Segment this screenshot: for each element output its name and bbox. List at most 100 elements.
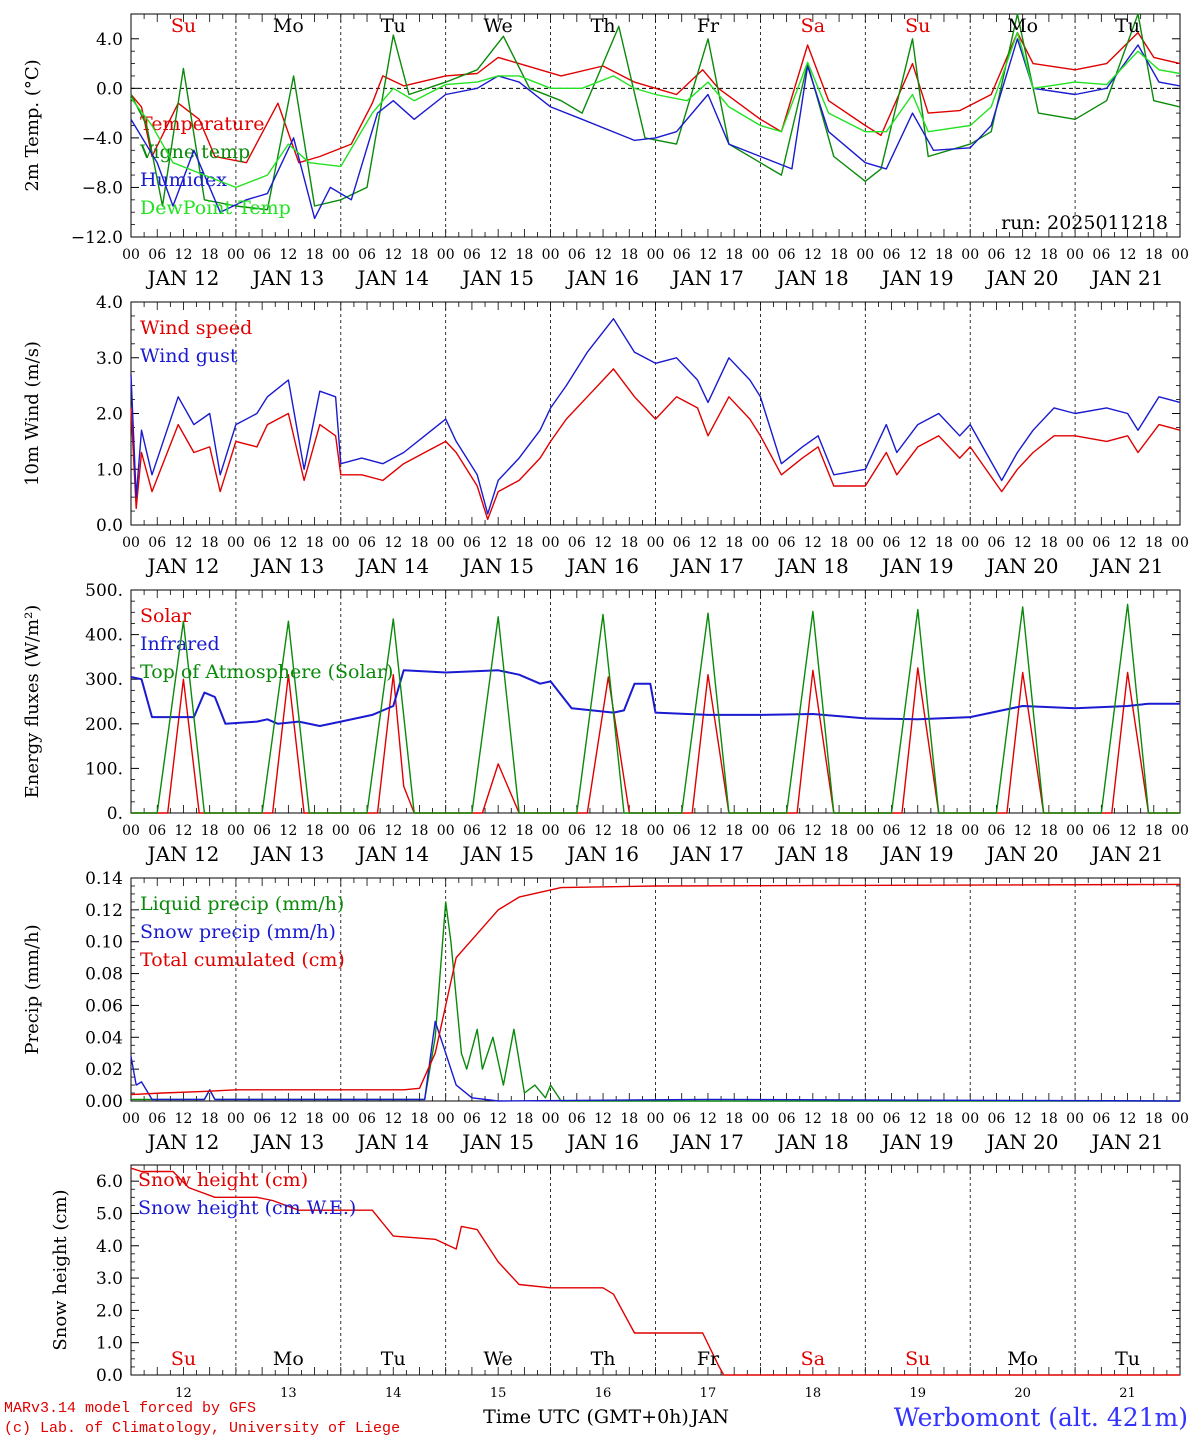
x-hour-label: 12: [489, 247, 507, 263]
x-day-label: JAN 17: [670, 266, 744, 290]
x-hour-label: 00: [542, 823, 560, 839]
x-day-label: JAN 13: [250, 842, 324, 866]
x-hour-label: 06: [148, 535, 166, 551]
series-line-dewpoint-temp: [130, 31, 1181, 189]
x-hour-label: 00: [542, 535, 560, 551]
x-day-label: JAN 12: [146, 1130, 220, 1154]
x-hour-label: 18: [935, 535, 953, 551]
x-hour-label: 12: [1119, 247, 1137, 263]
x-hour-label: 12: [384, 823, 402, 839]
x-hour-label: 18: [620, 247, 638, 263]
x-hour-label: 06: [673, 247, 691, 263]
weekday-label: Tu: [381, 15, 406, 37]
x-day-label: JAN 16: [565, 266, 639, 290]
x-hour-label: 00: [1171, 535, 1189, 551]
x-hour-label: 06: [568, 535, 586, 551]
x-hour-label: 18: [201, 1111, 219, 1127]
weekday-label: Tu: [1115, 15, 1140, 37]
x-hour-label: 00: [961, 1111, 979, 1127]
y-tick-label: 300.: [85, 670, 123, 690]
x-hour-label: 06: [673, 1111, 691, 1127]
y-tick-label: 5.0: [96, 1204, 123, 1224]
x-day-label: JAN 17: [670, 1130, 744, 1154]
x-hour-label: 00: [961, 247, 979, 263]
x-day-label: JAN 15: [460, 554, 534, 578]
series-line-wind-gust: [130, 318, 1181, 515]
x-hour-label: 06: [883, 535, 901, 551]
x-day-label: JAN 12: [146, 842, 220, 866]
x-hour-label: 00: [751, 535, 769, 551]
x-hour-label: 06: [253, 247, 271, 263]
x-hour-label: 06: [673, 535, 691, 551]
x-hour-label: 18: [306, 247, 324, 263]
x-hour-label: 06: [778, 247, 796, 263]
x-hour-label: 18: [1145, 247, 1163, 263]
x-hour-label: 12: [594, 1111, 612, 1127]
x-hour-label: 00: [1171, 247, 1189, 263]
x-hour-label: 00: [122, 535, 140, 551]
x-hour-label: 12: [804, 1111, 822, 1127]
x-hour-label: 18: [201, 823, 219, 839]
y-axis-label: 10m Wind (m/s): [22, 341, 43, 486]
x-hour-label: 06: [568, 823, 586, 839]
x-hour-label: 06: [358, 247, 376, 263]
x-hour-label: 00: [1066, 1111, 1084, 1127]
x-day-label: JAN 19: [880, 554, 954, 578]
legend-entry: Liquid precip (mm/h): [140, 893, 344, 915]
y-tick-label: 500.: [85, 581, 123, 601]
x-hour-label: 00: [542, 247, 560, 263]
legend-entry: Snow height (cm W.E.): [138, 1197, 356, 1219]
x-hour-label: 12: [489, 535, 507, 551]
x-hour-label: 18: [411, 1111, 429, 1127]
x-hour-label: 12: [909, 535, 927, 551]
weekday-label: We: [484, 15, 513, 37]
x-hour-label: 12: [804, 247, 822, 263]
x-hour-label: 00: [122, 1111, 140, 1127]
y-tick-label: 1.0: [96, 1334, 123, 1354]
y-tick-label: 4.0: [96, 293, 123, 313]
x-hour-label: 18: [306, 823, 324, 839]
x-day-label: JAN 15: [460, 842, 534, 866]
x-hour-label: 00: [227, 535, 245, 551]
x-hour-label: 06: [883, 1111, 901, 1127]
y-tick-label: 0.0: [96, 516, 123, 536]
x-hour-label: 00: [542, 1111, 560, 1127]
y-tick-label: 0.0: [96, 1366, 123, 1386]
x-hour-label: 18: [1040, 823, 1058, 839]
x-day-label: JAN 17: [670, 842, 744, 866]
y-tick-label: 0.00: [85, 1092, 123, 1112]
x-hour-label: 06: [988, 535, 1006, 551]
x-hour-label: 06: [358, 1111, 376, 1127]
x-hour-label: 12: [175, 247, 193, 263]
x-hour-label: 12: [594, 823, 612, 839]
x-day-label: JAN 19: [880, 1130, 954, 1154]
x-day-label: JAN 14: [355, 266, 429, 290]
x-hour-label: 12: [1014, 1111, 1032, 1127]
x-hour-label: 00: [332, 1111, 350, 1127]
y-tick-label: 0.14: [85, 869, 123, 889]
x-hour-label: 06: [358, 535, 376, 551]
y-tick-label: 200.: [85, 715, 123, 735]
x-day-label: JAN 20: [985, 266, 1059, 290]
x-day-label: JAN 15: [460, 266, 534, 290]
x-hour-label: 00: [856, 247, 874, 263]
x-hour-label: 18: [830, 247, 848, 263]
x-hour-label: 06: [148, 823, 166, 839]
x-hour-label: 18: [1040, 1111, 1058, 1127]
y-tick-label: 400.: [85, 626, 123, 646]
weekday-label: Mo: [273, 1348, 304, 1370]
x-hour-label: 00: [856, 535, 874, 551]
x-hour-label: 18: [830, 535, 848, 551]
x-hour-label: 18: [411, 535, 429, 551]
x-hour-label: 00: [332, 247, 350, 263]
x-hour-label: 00: [437, 1111, 455, 1127]
day-number-label: 17: [700, 1386, 717, 1401]
x-hour-label: 12: [594, 247, 612, 263]
x-day-label: JAN 13: [250, 554, 324, 578]
panel-1: −12.0 −8.0 −4.0 0.0 4.0 2m Temp. (°C) 00 06 12 18…: [22, 13, 1189, 290]
x-hour-label: 18: [935, 247, 953, 263]
x-hour-label: 18: [620, 823, 638, 839]
x-hour-label: 06: [253, 535, 271, 551]
x-hour-label: 12: [699, 535, 717, 551]
x-hour-label: 18: [725, 535, 743, 551]
